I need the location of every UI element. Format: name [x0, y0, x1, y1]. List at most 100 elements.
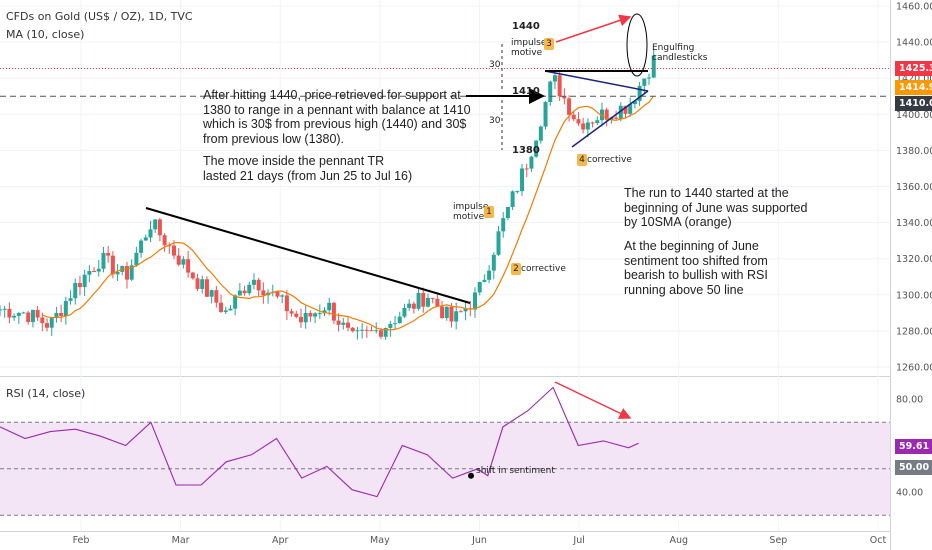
wave-2-badge: 2: [511, 263, 521, 275]
rsi-tick-label: 80.00: [896, 395, 923, 406]
candle-body: [153, 219, 158, 230]
candle-body: [106, 252, 111, 256]
candle-body: [491, 254, 496, 271]
price-divergence-arrow: [555, 14, 632, 43]
impulse-motive-top-label: impulse motive: [511, 38, 547, 58]
candle-body: [454, 311, 459, 322]
candle-body: [327, 302, 332, 311]
price-tick-label: 1420.00: [896, 74, 932, 85]
candle-body: [7, 308, 12, 318]
candle-body: [341, 322, 346, 325]
candle-body: [538, 126, 543, 141]
candle-body: [614, 117, 619, 119]
candle-body: [651, 55, 656, 78]
candle-body: [204, 279, 209, 297]
current-price-label: 1425.38: [895, 61, 932, 76]
distance-30-top: 30: [489, 60, 501, 70]
right-note-2: At the beginning of June sentiment too s…: [624, 239, 768, 297]
candle-body: [73, 282, 78, 299]
candle-body: [402, 307, 407, 317]
rsi-divergence-arrow: [554, 381, 632, 419]
price-tick-label: 1320.00: [896, 254, 932, 265]
candle-body: [440, 306, 445, 318]
candle-body: [82, 274, 87, 288]
level-1410-label: 1410: [512, 86, 540, 97]
candle-body: [294, 313, 299, 317]
distance-30-bottom: 30: [489, 116, 501, 126]
time-tick-label: Aug: [669, 535, 688, 546]
candle-body: [378, 330, 383, 337]
candle-body: [289, 311, 294, 314]
candle-body: [599, 109, 604, 121]
rsi-line: [0, 386, 639, 498]
candle-body: [524, 168, 529, 170]
candle-body: [101, 252, 106, 269]
candle-body: [548, 81, 553, 103]
pennant-upper: [544, 70, 649, 92]
wave-1-badge: 1: [484, 206, 494, 218]
candle-body: [54, 312, 59, 319]
candle-body: [92, 271, 97, 273]
candle-body: [49, 318, 54, 328]
candle-body: [261, 290, 266, 296]
price-tick-label: 1380.00: [896, 146, 932, 157]
candle-body: [355, 330, 360, 332]
time-tick-label: Sep: [769, 535, 787, 546]
candle-body: [369, 330, 374, 332]
time-tick-label: Oct: [870, 535, 887, 546]
ma-price-label: 1414.96: [895, 80, 932, 95]
wave-3-badge: 3: [544, 38, 554, 50]
candle-body: [317, 313, 322, 315]
candle-body: [176, 255, 181, 265]
candle-body: [195, 278, 200, 289]
candle-body: [647, 77, 652, 79]
candle-body: [237, 290, 242, 296]
candle-body: [115, 271, 120, 275]
time-tick-label: Apr: [272, 535, 289, 546]
candle-body: [350, 327, 355, 332]
candle-body: [425, 297, 430, 307]
candle-body: [374, 330, 379, 332]
candle-body: [487, 270, 492, 280]
candle-body: [482, 279, 487, 282]
ma-legend: MA (10, close): [6, 28, 85, 41]
price-tick-label: 1280.00: [896, 326, 932, 337]
candle-body: [430, 297, 435, 299]
candle-body: [110, 255, 115, 275]
candle-body: [134, 252, 139, 266]
shift-in-sentiment-label: shift in sentiment: [476, 466, 555, 476]
chart-title: CFDs on Gold (US$ / OZ), 1D, TVC: [6, 10, 193, 23]
candle-body: [139, 240, 144, 253]
candle-body: [515, 191, 520, 193]
candle-body: [0, 309, 2, 311]
candle-body: [529, 156, 534, 169]
candle-body: [129, 265, 134, 280]
price-tick-label: 1460.00: [896, 2, 932, 13]
candle-body: [477, 281, 482, 293]
candle-body: [59, 312, 64, 316]
candle-body: [543, 102, 548, 127]
candle-body: [96, 268, 101, 272]
candle-body: [581, 123, 586, 130]
candle-body: [628, 104, 633, 114]
level-1440-label: 1440: [512, 21, 540, 32]
rsi-mid-label: 50.00: [895, 460, 932, 475]
time-tick-label: Mar: [172, 535, 190, 546]
candle-body: [12, 315, 17, 318]
candle-body: [458, 311, 463, 313]
price-tick-label: 1440.00: [896, 38, 932, 49]
candle-body: [534, 140, 539, 157]
right-note-1: The run to 1440 started at the beginning…: [624, 186, 808, 229]
candle-body: [411, 303, 416, 309]
downtrend-line: [145, 207, 471, 304]
corrective-2-label: corrective: [521, 264, 566, 274]
candle-body: [336, 320, 341, 325]
candle-body: [463, 308, 468, 312]
candle-body: [275, 291, 280, 297]
candle-body: [571, 114, 576, 120]
candle-body: [505, 206, 510, 219]
price-tick-label: 1300.00: [896, 290, 932, 301]
price-tick-label: 1260.00: [896, 363, 932, 374]
impulse-motive-left-label: impulse motive: [453, 202, 489, 222]
